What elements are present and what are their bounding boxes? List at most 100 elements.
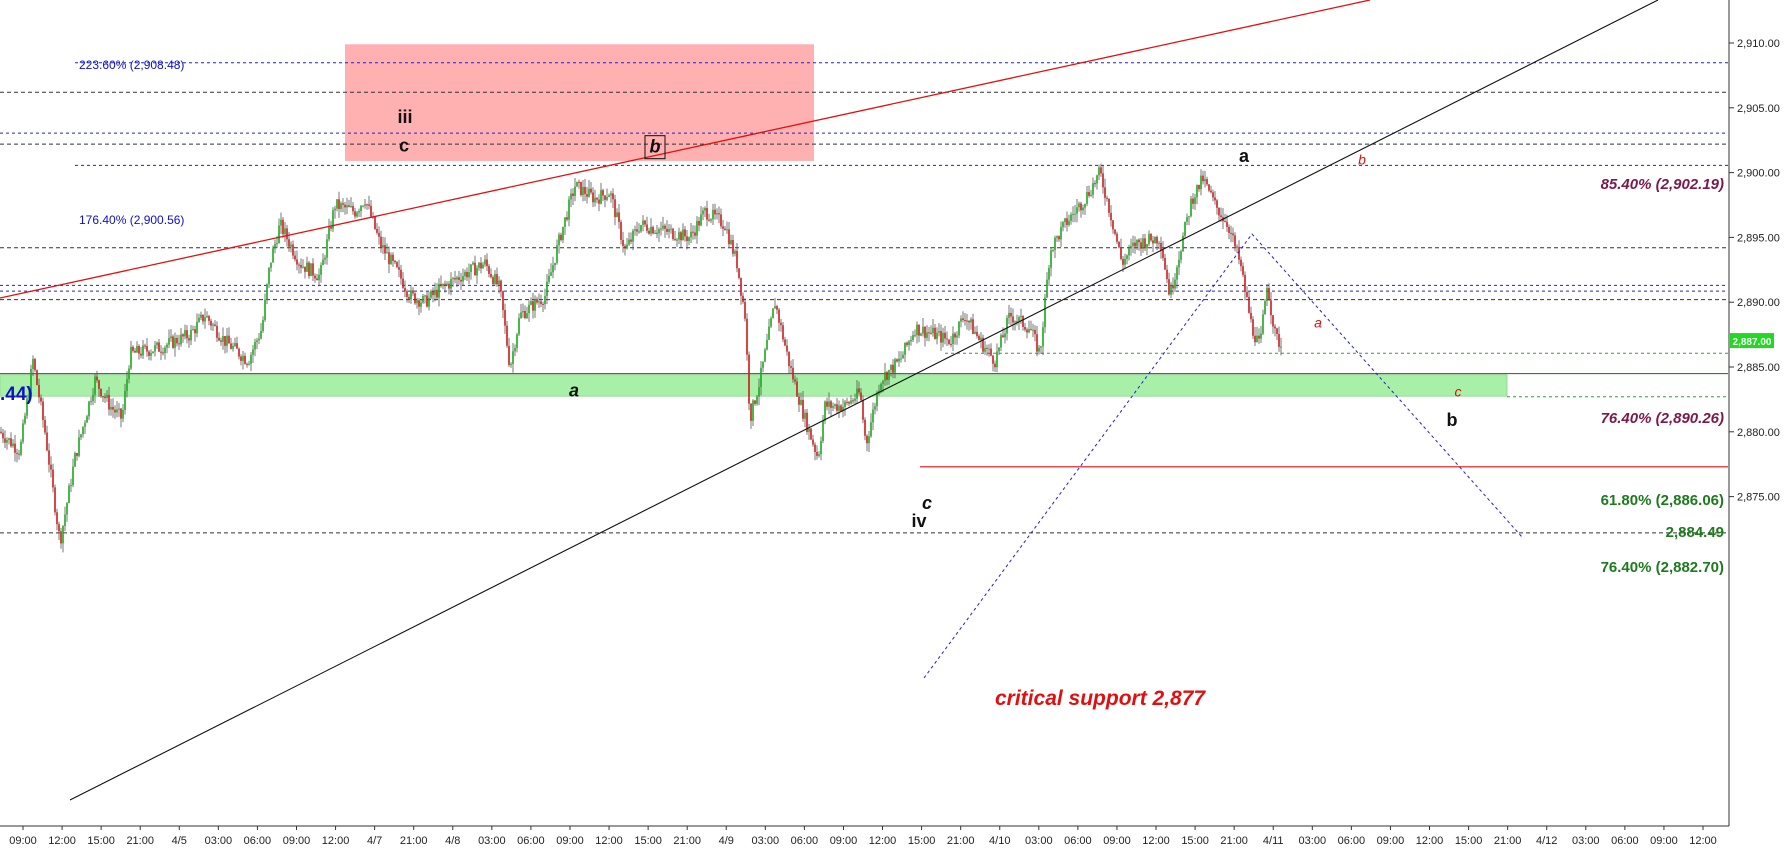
candle-down bbox=[1066, 218, 1068, 225]
candle-up bbox=[464, 271, 466, 277]
candle-down bbox=[486, 259, 488, 267]
candle-down bbox=[1088, 192, 1090, 196]
candle-up bbox=[26, 398, 28, 416]
candle-down bbox=[56, 512, 58, 525]
candle-down bbox=[886, 372, 888, 380]
candle-down bbox=[596, 197, 598, 200]
candle-down bbox=[1258, 335, 1260, 339]
candle-up bbox=[828, 401, 830, 407]
candle-down bbox=[692, 231, 694, 233]
candle-up bbox=[364, 204, 366, 206]
candle-up bbox=[150, 353, 152, 356]
candle-down bbox=[750, 403, 752, 421]
candle-up bbox=[356, 212, 358, 217]
candle-up bbox=[302, 266, 304, 268]
candle-up bbox=[1264, 301, 1266, 315]
candle-up bbox=[130, 346, 132, 369]
candle-up bbox=[1000, 335, 1002, 348]
candle-down bbox=[1116, 233, 1118, 242]
candle-up bbox=[874, 406, 876, 410]
fib-label-618: 61.80% (2,886.06) bbox=[1601, 492, 1724, 509]
candle-up bbox=[234, 343, 236, 346]
candle-up bbox=[274, 243, 276, 249]
candle-down bbox=[240, 356, 242, 361]
y-tick-label: 2,910.00 bbox=[1737, 38, 1780, 50]
candle-down bbox=[146, 346, 148, 352]
candle-down bbox=[994, 363, 996, 368]
candle-down bbox=[220, 340, 222, 342]
wave-label: c bbox=[922, 493, 932, 513]
candle-up bbox=[850, 400, 852, 404]
candle-down bbox=[728, 229, 730, 245]
candle-down bbox=[138, 345, 140, 354]
candle-up bbox=[62, 525, 64, 544]
candle-up bbox=[86, 416, 88, 423]
candle-down bbox=[158, 342, 160, 352]
candle-up bbox=[908, 341, 910, 345]
candle-down bbox=[946, 338, 948, 340]
candle-up bbox=[350, 206, 352, 208]
x-tick-label: 03:00 bbox=[478, 835, 506, 847]
candle-down bbox=[1230, 232, 1232, 234]
candle-down bbox=[966, 320, 968, 322]
candle-up bbox=[1082, 207, 1084, 211]
candle-up bbox=[956, 335, 958, 338]
candle-up bbox=[326, 239, 328, 258]
candle-down bbox=[502, 291, 504, 311]
candle-up bbox=[958, 321, 960, 336]
candle-down bbox=[778, 309, 780, 323]
candle-up bbox=[84, 422, 86, 427]
candle-up bbox=[522, 310, 524, 313]
candle-down bbox=[566, 217, 568, 220]
candle-down bbox=[1254, 335, 1256, 343]
candle-down bbox=[1058, 236, 1060, 240]
candle-down bbox=[492, 277, 494, 284]
candle-down bbox=[296, 259, 298, 265]
candle-down bbox=[210, 320, 212, 326]
candle-up bbox=[74, 453, 76, 467]
x-tick-label: 15:00 bbox=[908, 835, 936, 847]
candle-down bbox=[708, 219, 710, 221]
candle-up bbox=[1008, 312, 1010, 318]
candle-down bbox=[1172, 285, 1174, 289]
candle-down bbox=[664, 225, 666, 229]
wave-label: c bbox=[1455, 383, 1462, 399]
candle-down bbox=[584, 186, 586, 195]
candle-up bbox=[1092, 183, 1094, 195]
candle-down bbox=[134, 350, 136, 353]
candle-up bbox=[1042, 327, 1044, 347]
candle-down bbox=[978, 335, 980, 340]
critical-support-label: critical support 2,877 bbox=[995, 687, 1206, 710]
candle-up bbox=[118, 408, 120, 410]
candle-down bbox=[806, 412, 808, 432]
candle-up bbox=[1190, 198, 1192, 217]
candle-up bbox=[628, 239, 630, 245]
candle-down bbox=[866, 435, 868, 444]
candle-up bbox=[180, 334, 182, 345]
candle-down bbox=[414, 293, 416, 304]
candle-down bbox=[508, 345, 510, 365]
candle-down bbox=[1110, 212, 1112, 221]
candle-up bbox=[702, 210, 704, 215]
candle-up bbox=[834, 404, 836, 407]
candle-up bbox=[770, 318, 772, 327]
fib-label-1764: 176.40% (2,900.56) bbox=[79, 213, 184, 227]
candle-up bbox=[80, 434, 82, 438]
candle-down bbox=[1214, 197, 1216, 201]
x-tick-label: 15:00 bbox=[634, 835, 662, 847]
candle-up bbox=[1044, 297, 1046, 328]
candle-up bbox=[568, 199, 570, 220]
candle-up bbox=[166, 344, 168, 348]
candle-down bbox=[288, 239, 290, 247]
candle-up bbox=[1124, 258, 1126, 265]
candle-up bbox=[804, 412, 806, 419]
candle-up bbox=[530, 301, 532, 305]
candle-up bbox=[278, 225, 280, 243]
candle-up bbox=[970, 319, 972, 323]
candle-up bbox=[870, 422, 872, 437]
candle-up bbox=[190, 329, 192, 341]
candle-down bbox=[466, 271, 468, 278]
candle-up bbox=[198, 317, 200, 322]
candle-up bbox=[876, 392, 878, 407]
candle-down bbox=[114, 409, 116, 413]
